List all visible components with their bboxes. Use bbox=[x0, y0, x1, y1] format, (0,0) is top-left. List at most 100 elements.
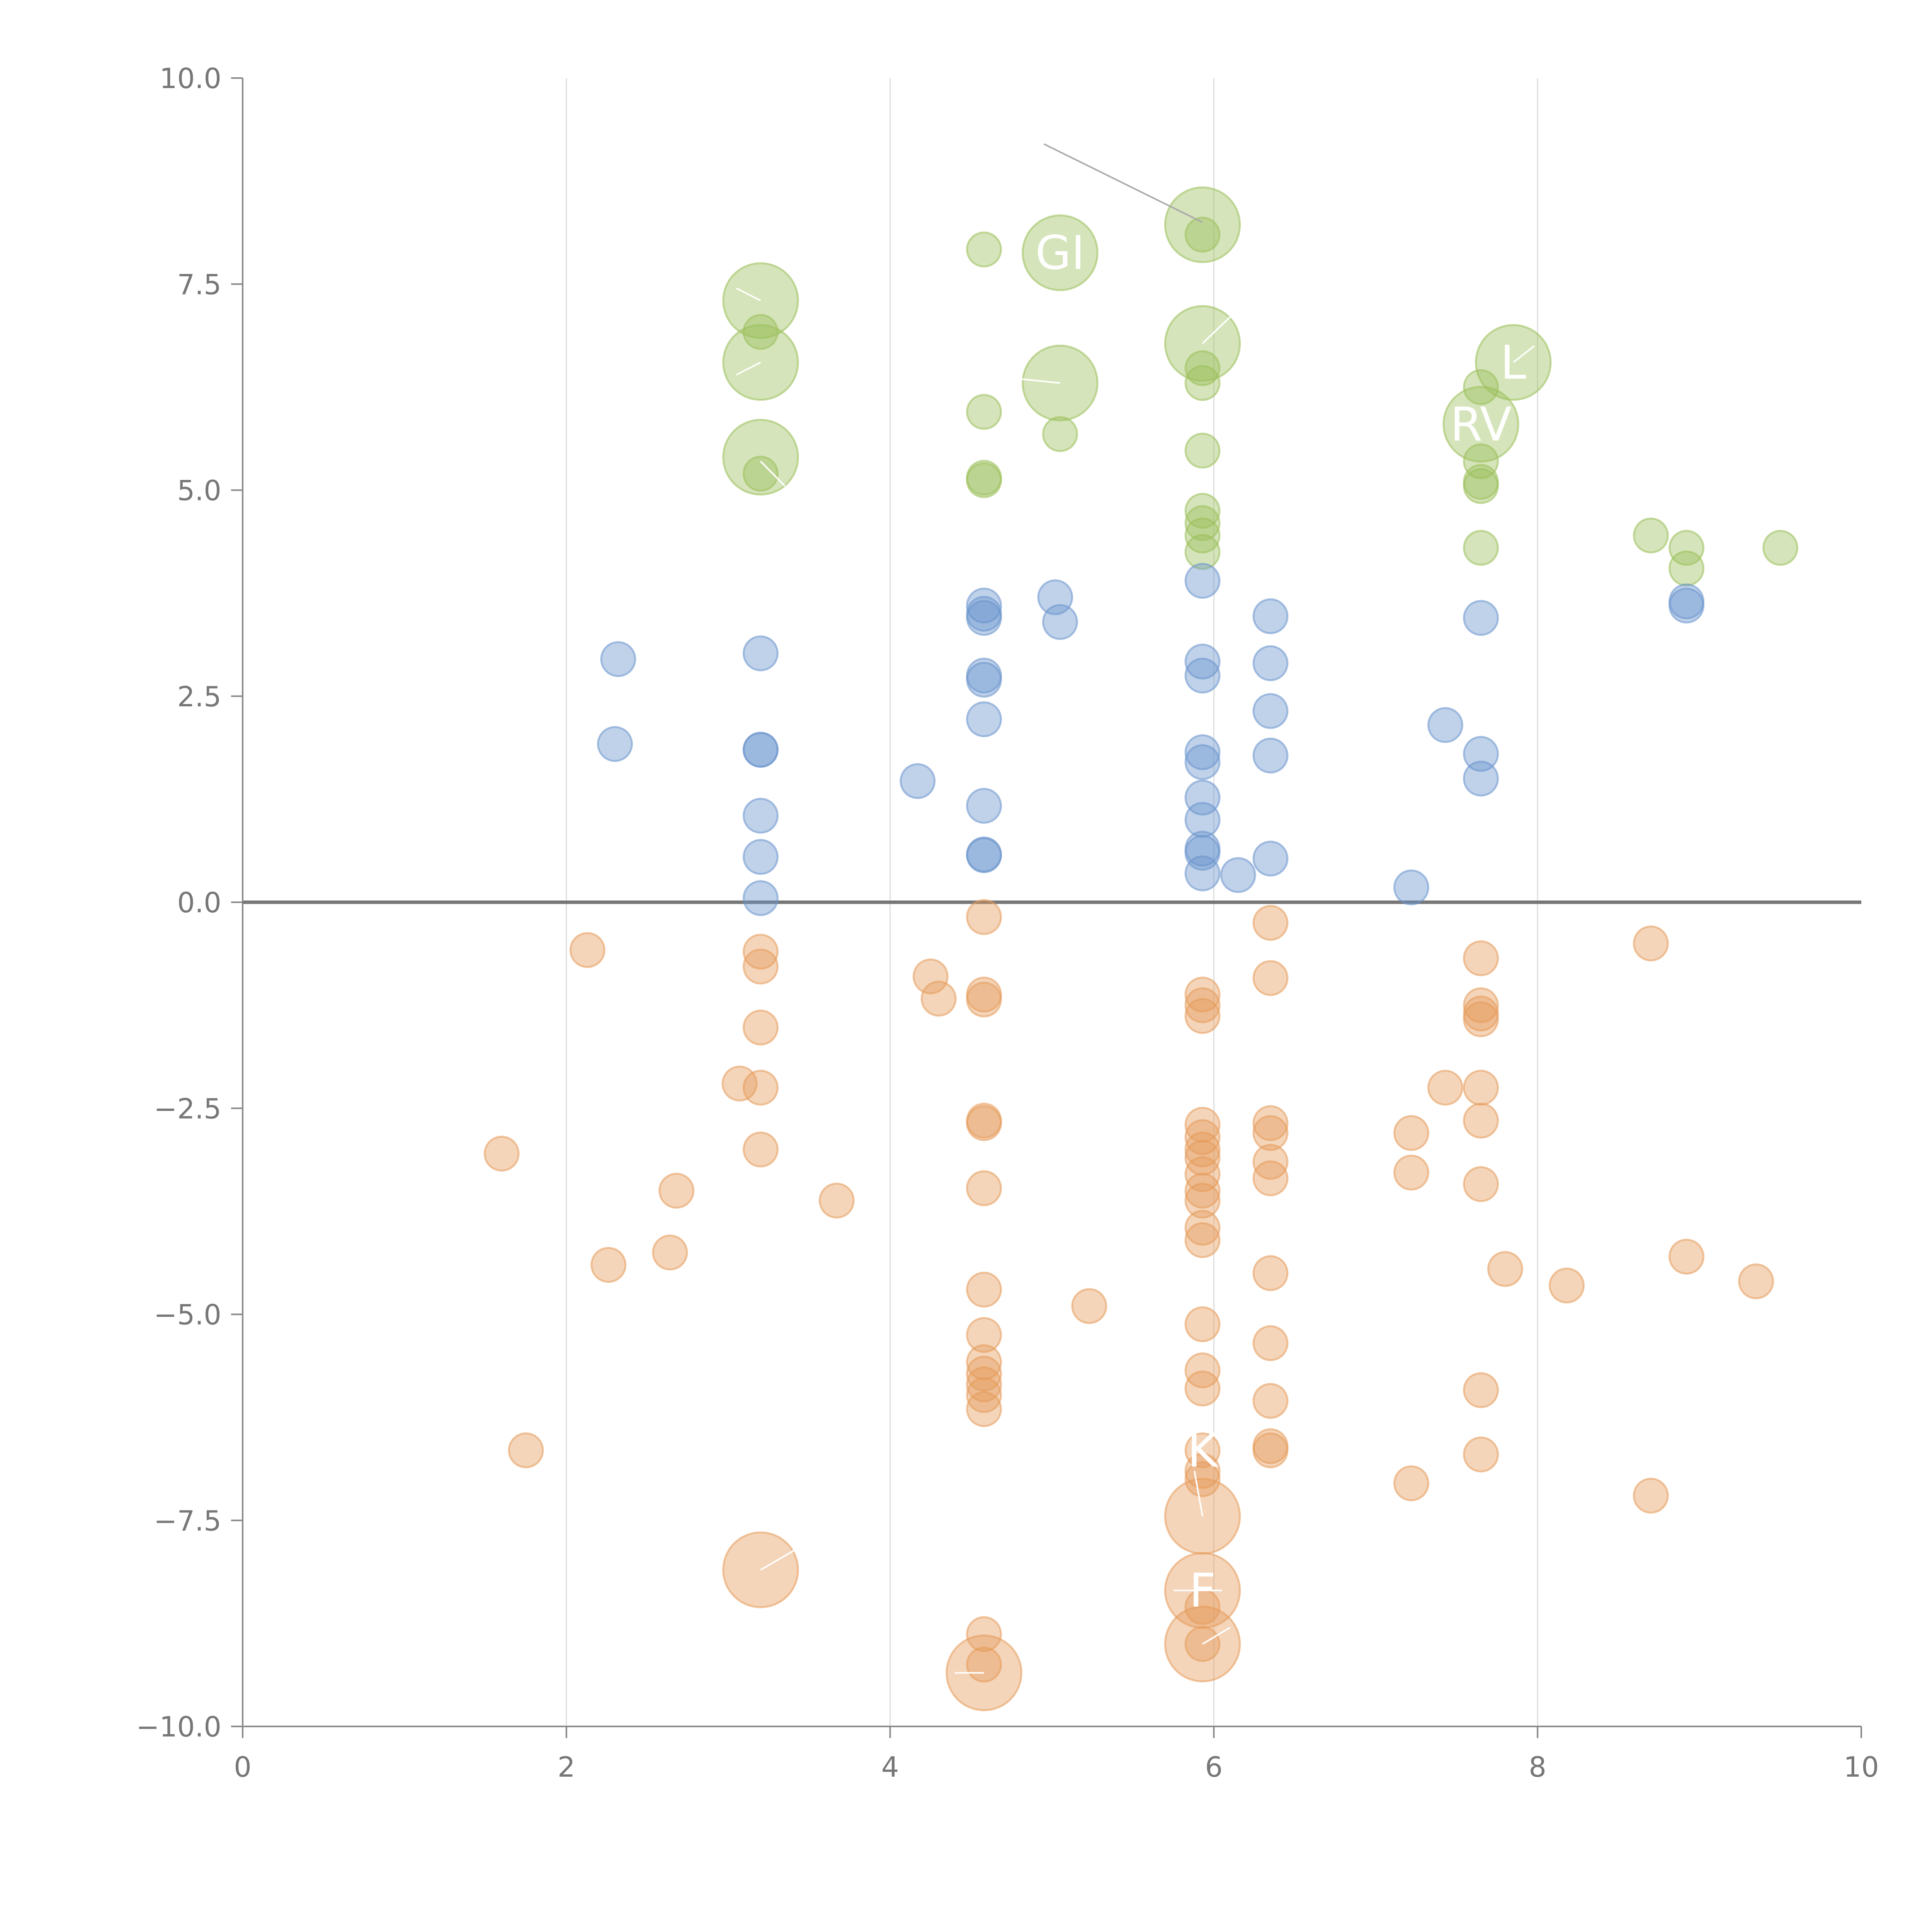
x-tick-label: 8 bbox=[1529, 1751, 1546, 1783]
y-tick-label: 10.0 bbox=[160, 62, 221, 95]
bubble bbox=[483, 1136, 520, 1172]
bubble bbox=[1427, 1070, 1463, 1106]
bubble bbox=[966, 837, 1002, 873]
bubble bbox=[1252, 1432, 1289, 1468]
bubble bbox=[1252, 737, 1289, 774]
bubble bbox=[1668, 587, 1705, 624]
bubble bbox=[966, 1105, 1002, 1141]
y-tick-label: 5.0 bbox=[177, 474, 221, 507]
bubble bbox=[1164, 186, 1241, 263]
bubble bbox=[1393, 1465, 1429, 1502]
series-layer bbox=[483, 186, 1799, 1711]
bubble bbox=[1252, 1383, 1289, 1419]
bubble bbox=[1184, 855, 1221, 891]
bubble bbox=[1071, 1288, 1107, 1324]
leader-line bbox=[760, 1548, 797, 1571]
bubble bbox=[742, 934, 779, 970]
bubble bbox=[742, 798, 779, 834]
x-tick-label: 6 bbox=[1205, 1751, 1223, 1783]
bubble bbox=[1252, 1325, 1289, 1361]
leader-line bbox=[1202, 316, 1231, 344]
bubble bbox=[966, 462, 1002, 498]
bubble bbox=[1184, 534, 1221, 570]
bubble bbox=[966, 787, 1002, 824]
bubble bbox=[966, 662, 1002, 698]
y-tick-label: 7.5 bbox=[177, 268, 221, 301]
bubble bbox=[1633, 925, 1669, 962]
bubble bbox=[1487, 1251, 1523, 1287]
bubble bbox=[966, 394, 1002, 430]
bubble bbox=[1252, 1160, 1289, 1197]
bubble bbox=[1252, 693, 1289, 729]
bubble bbox=[1762, 530, 1799, 566]
y-tick-label: −10.0 bbox=[136, 1711, 221, 1743]
bubble bbox=[1220, 857, 1256, 893]
point-label: K bbox=[1187, 1424, 1219, 1478]
bubble bbox=[742, 1070, 779, 1106]
bubble bbox=[966, 1355, 1002, 1392]
bubble bbox=[1463, 987, 1499, 1024]
leader-line bbox=[1513, 345, 1535, 363]
bubble bbox=[1463, 468, 1499, 504]
y-tick-label: 0.0 bbox=[177, 886, 221, 919]
bubble bbox=[1184, 987, 1221, 1024]
bubble bbox=[1184, 1370, 1221, 1406]
bubble bbox=[1668, 1238, 1705, 1275]
point-label: GI bbox=[1035, 226, 1085, 280]
bubble bbox=[1184, 1432, 1221, 1468]
bubble bbox=[1463, 369, 1499, 405]
bubble bbox=[1393, 1155, 1429, 1191]
bubble bbox=[569, 932, 605, 968]
bubble bbox=[966, 899, 1002, 935]
bubble bbox=[966, 1272, 1002, 1308]
bubble bbox=[966, 981, 1002, 1018]
bubble bbox=[818, 1182, 855, 1219]
bubble bbox=[658, 1173, 695, 1209]
bubble bbox=[1252, 840, 1289, 877]
leader-line bbox=[1194, 1471, 1204, 1517]
bubble bbox=[1463, 736, 1499, 772]
leader-line bbox=[1019, 378, 1060, 384]
bubble bbox=[1252, 598, 1289, 634]
bubble bbox=[1442, 386, 1519, 463]
bubble bbox=[966, 1616, 1002, 1652]
bubble bbox=[1463, 530, 1499, 566]
bubble bbox=[1184, 432, 1221, 469]
leader-line bbox=[1043, 143, 1203, 223]
point-label: RV bbox=[1450, 398, 1512, 452]
bubble bbox=[742, 880, 779, 916]
bubble bbox=[1022, 214, 1099, 291]
bubble bbox=[1427, 707, 1463, 743]
bubble bbox=[1252, 960, 1289, 996]
bubble bbox=[600, 641, 636, 677]
bubble bbox=[1184, 1210, 1221, 1246]
bubble bbox=[1184, 216, 1221, 253]
bubble bbox=[1184, 734, 1221, 770]
bubble bbox=[1042, 604, 1078, 640]
bubble bbox=[1184, 835, 1221, 871]
series-positive-high bbox=[722, 186, 1799, 587]
x-tick-label: 10 bbox=[1844, 1751, 1879, 1783]
bubble bbox=[1463, 1166, 1499, 1202]
leader-line-layer bbox=[736, 143, 1535, 1674]
x-tick-label: 4 bbox=[881, 1751, 899, 1783]
bubble bbox=[1184, 1173, 1221, 1209]
bubble bbox=[1463, 940, 1499, 976]
bubble bbox=[742, 839, 779, 875]
bubble bbox=[1042, 416, 1078, 452]
bubble bbox=[1184, 1131, 1221, 1168]
bubble bbox=[508, 1432, 544, 1468]
point-label: L bbox=[1500, 336, 1526, 390]
leader-line bbox=[1202, 1627, 1231, 1645]
leader-line bbox=[736, 362, 761, 376]
bubble bbox=[1184, 1352, 1221, 1389]
y-tick-label: 2.5 bbox=[177, 680, 221, 713]
bubble bbox=[966, 701, 1002, 737]
bubble bbox=[1184, 643, 1221, 680]
leader-line bbox=[736, 287, 761, 301]
bubble bbox=[1184, 744, 1221, 780]
bubble bbox=[1463, 1102, 1499, 1139]
bubble bbox=[1184, 1306, 1221, 1342]
bubble bbox=[1184, 976, 1221, 1013]
series-positive-low bbox=[597, 563, 1705, 916]
